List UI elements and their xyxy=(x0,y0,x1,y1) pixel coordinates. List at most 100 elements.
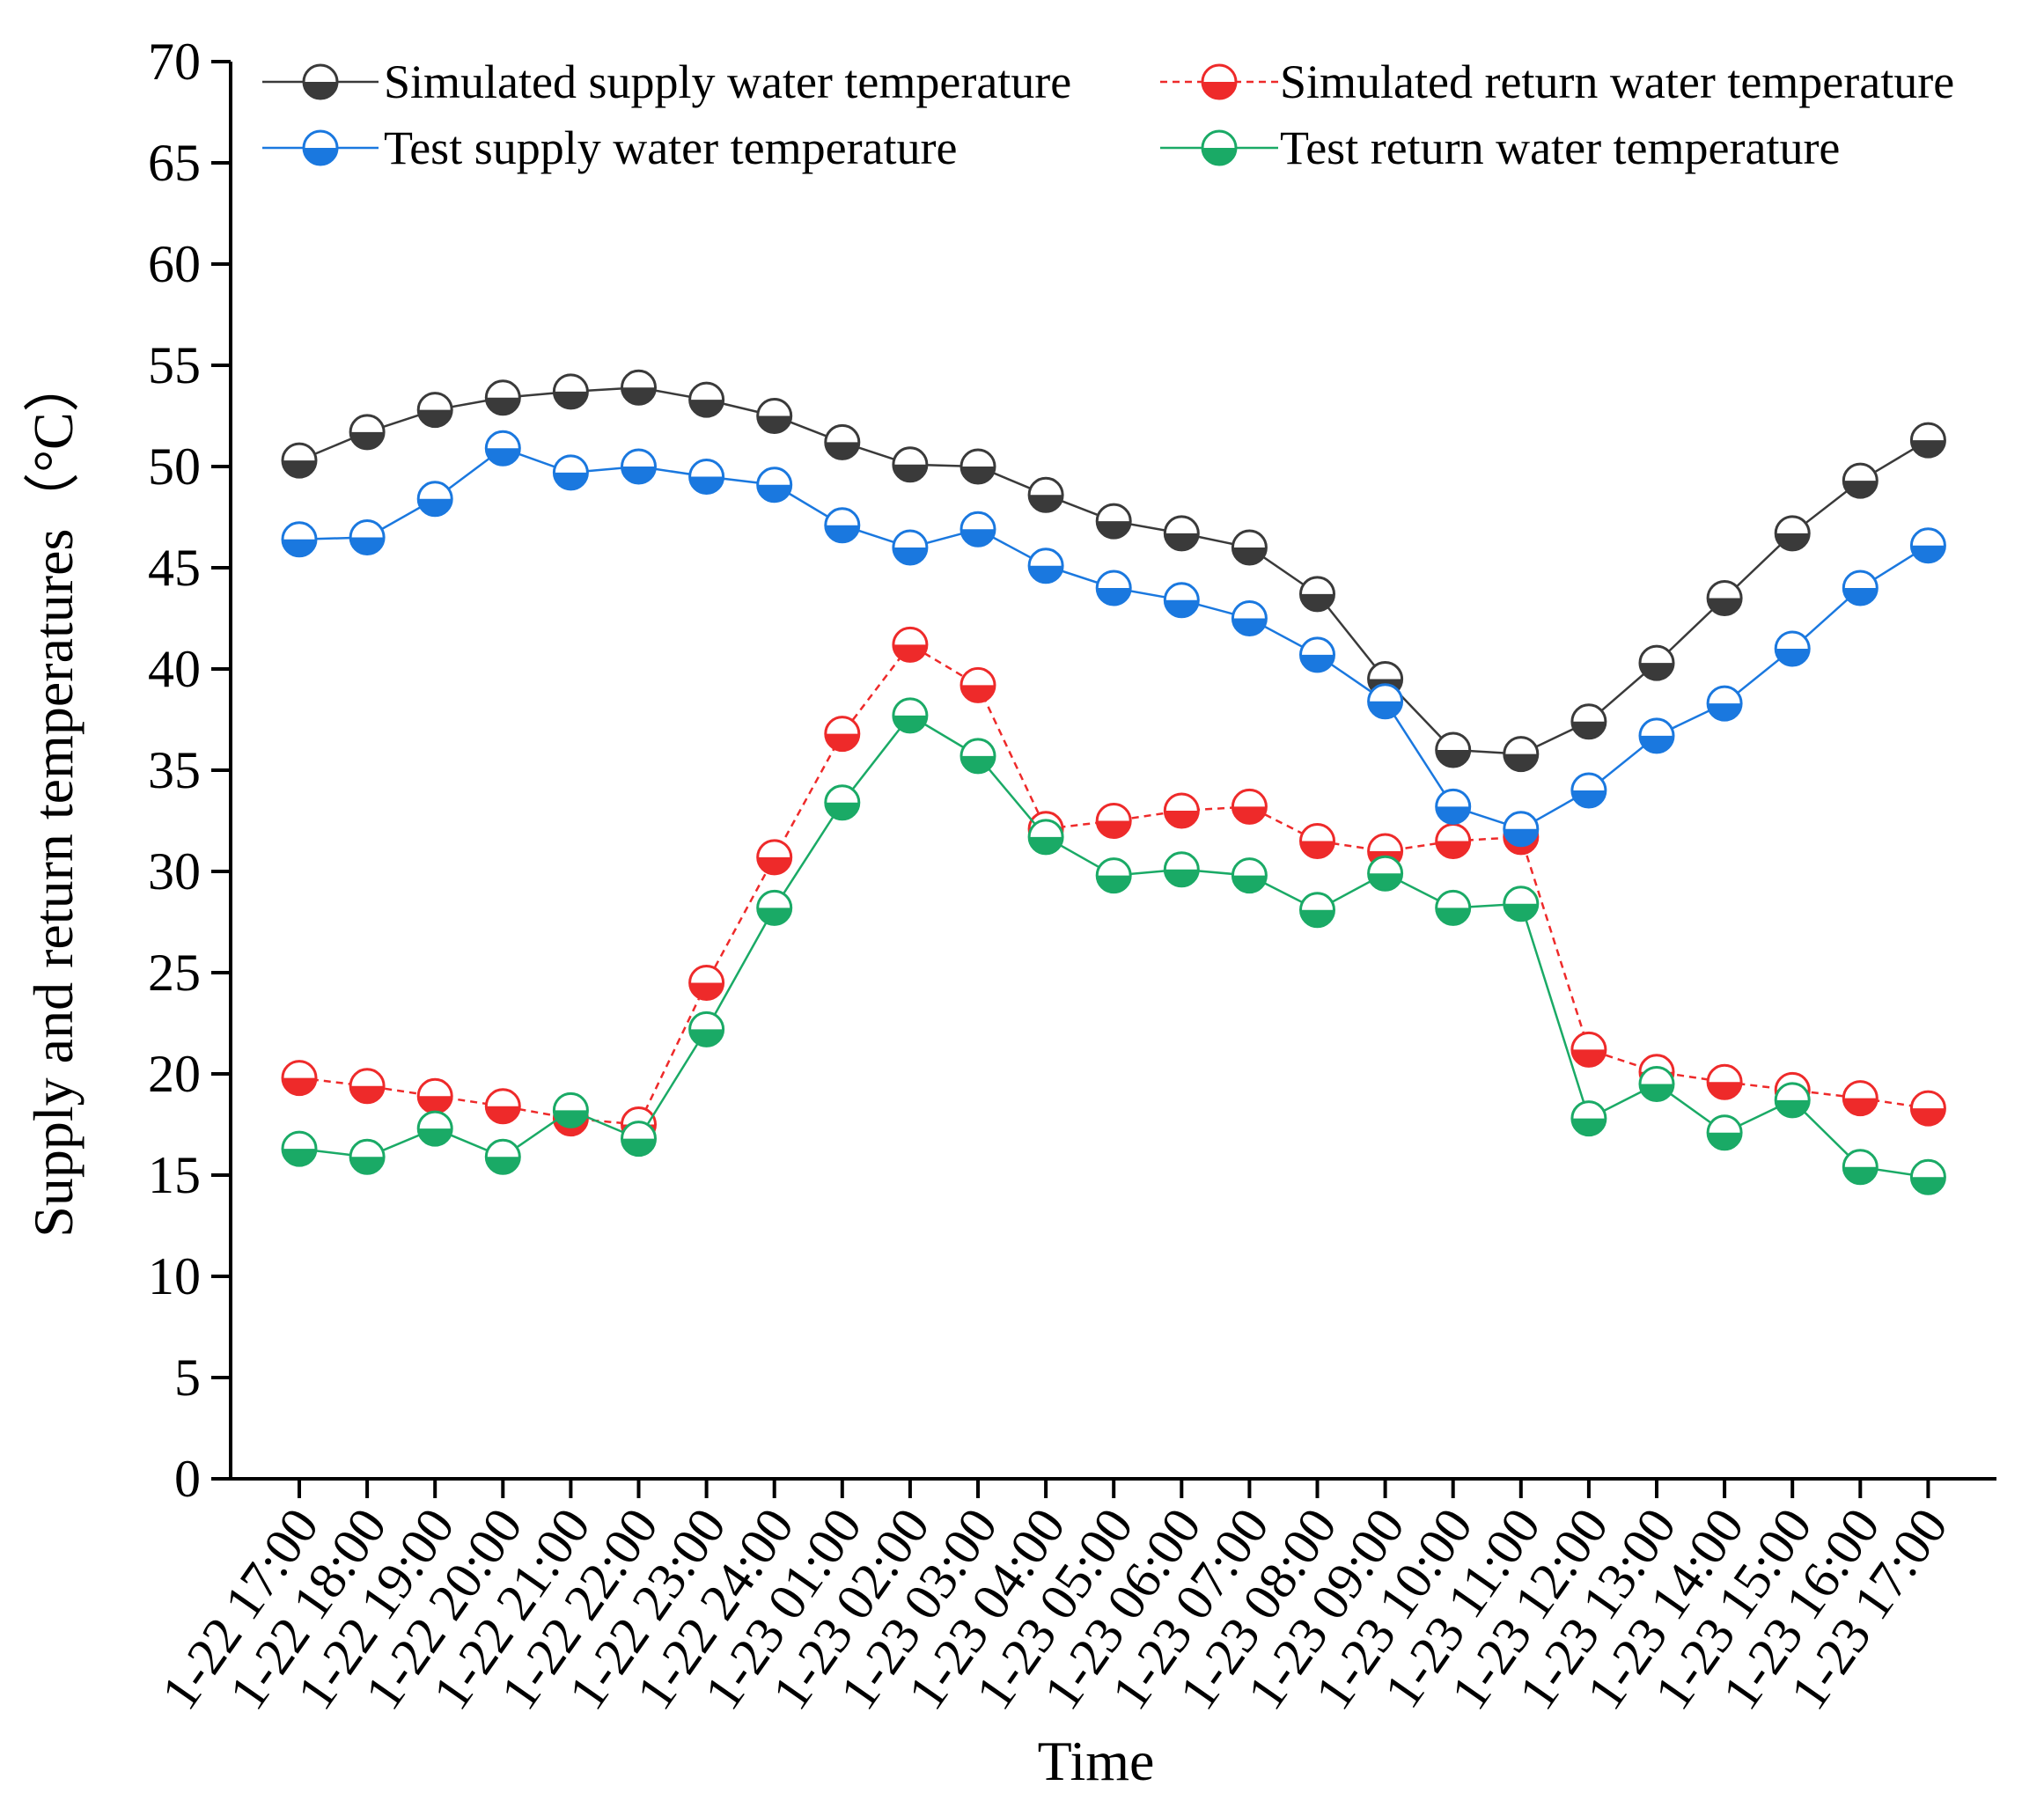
data-point xyxy=(281,1130,318,1167)
data-point xyxy=(1095,857,1132,894)
data-point xyxy=(281,442,318,479)
data-point-fill xyxy=(689,1029,724,1047)
data-point-fill xyxy=(418,498,452,516)
data-point xyxy=(621,369,657,406)
data-point-fill xyxy=(350,537,385,555)
data-point-fill xyxy=(1708,703,1742,721)
data-point-fill xyxy=(283,460,316,478)
data-point-fill xyxy=(1776,649,1810,665)
x-axis-title: Time xyxy=(1038,1730,1155,1792)
data-point-fill xyxy=(1776,533,1810,550)
series-3 xyxy=(281,430,1946,848)
data-point-fill xyxy=(825,525,859,542)
data-point-fill xyxy=(893,548,927,564)
data-point xyxy=(1909,527,1946,564)
data-point-fill xyxy=(1232,548,1267,564)
data-point xyxy=(756,467,793,503)
data-point xyxy=(824,423,861,460)
data-point xyxy=(1638,717,1675,754)
data-point xyxy=(824,784,861,821)
y-tick-label: 5 xyxy=(174,1349,201,1407)
data-point-fill xyxy=(961,755,995,773)
data-point xyxy=(1231,600,1268,636)
data-point-fill xyxy=(1029,836,1063,854)
data-point-fill xyxy=(1368,873,1402,891)
y-tick-label: 10 xyxy=(148,1247,201,1305)
data-point xyxy=(1095,803,1132,839)
data-point-fill xyxy=(757,856,791,874)
data-point-fill xyxy=(961,529,995,547)
data-point-fill xyxy=(893,715,927,732)
legend-label: Test return water temperature xyxy=(1280,121,1840,174)
data-point-fill xyxy=(554,1110,588,1128)
data-point-fill xyxy=(1029,565,1063,583)
data-point-fill xyxy=(825,802,859,819)
data-point xyxy=(416,1077,453,1114)
data-point xyxy=(349,1138,386,1175)
y-tick-label: 40 xyxy=(148,640,201,698)
data-point-fill xyxy=(1300,654,1334,672)
data-point xyxy=(281,1060,318,1097)
data-point xyxy=(552,1091,589,1128)
y-tick-label: 30 xyxy=(148,842,201,900)
data-point-fill xyxy=(757,484,791,502)
data-point xyxy=(1095,570,1132,606)
y-tick-label: 60 xyxy=(148,235,201,293)
data-point xyxy=(1027,548,1064,584)
data-point xyxy=(1570,1031,1607,1068)
data-point xyxy=(1842,462,1879,499)
data-point-fill xyxy=(893,464,927,481)
data-point-fill xyxy=(1436,841,1470,858)
data-point-fill xyxy=(1911,545,1945,562)
data-point xyxy=(552,454,589,491)
data-point xyxy=(416,1110,453,1147)
series-4 xyxy=(281,697,1946,1195)
data-point xyxy=(824,716,861,753)
plot-frame xyxy=(229,62,1996,1481)
data-point xyxy=(1231,529,1268,566)
y-tick-label: 20 xyxy=(148,1045,201,1103)
y-tick-label: 45 xyxy=(148,539,201,597)
series-1 xyxy=(281,369,1946,773)
data-point-fill xyxy=(825,442,859,459)
data-point xyxy=(688,1011,725,1047)
data-point-fill xyxy=(1911,1108,1945,1126)
legend-item: Test supply water temperature xyxy=(262,121,957,174)
data-point xyxy=(1774,630,1811,667)
data-point xyxy=(1706,685,1743,722)
data-point xyxy=(1027,819,1064,856)
data-point-fill xyxy=(1504,903,1538,921)
data-point xyxy=(892,626,929,663)
data-point xyxy=(416,392,453,429)
data-point-fill xyxy=(1843,481,1878,498)
data-point xyxy=(1842,1080,1879,1117)
data-point-fill xyxy=(1097,875,1131,893)
data-point xyxy=(756,839,793,876)
data-point xyxy=(1299,636,1335,673)
data-point-fill xyxy=(1436,750,1470,767)
data-point xyxy=(1570,1100,1607,1137)
data-point xyxy=(756,398,793,434)
data-point-fill xyxy=(1843,1098,1878,1115)
data-point-fill xyxy=(621,467,656,483)
data-point-fill xyxy=(1232,806,1267,824)
legend-item: Test return water temperature xyxy=(1160,121,1840,174)
y-tick-label: 0 xyxy=(174,1450,201,1508)
y-tick-label: 25 xyxy=(148,944,201,1002)
data-point xyxy=(484,430,521,467)
data-point-fill xyxy=(283,539,316,556)
data-point xyxy=(1909,1090,1946,1127)
data-point xyxy=(1201,63,1238,100)
legend: Simulated supply water temperature Simula… xyxy=(262,55,1954,174)
legend-label: Simulated supply water temperature xyxy=(384,55,1071,108)
data-point xyxy=(1435,823,1472,859)
data-point xyxy=(1163,792,1200,829)
data-point xyxy=(1435,788,1472,825)
data-point xyxy=(349,1068,386,1105)
data-point xyxy=(1299,823,1335,859)
data-point-fill xyxy=(1436,806,1470,824)
data-point-fill xyxy=(1097,820,1131,838)
data-point-fill xyxy=(554,472,588,489)
data-point-fill xyxy=(283,1149,316,1166)
